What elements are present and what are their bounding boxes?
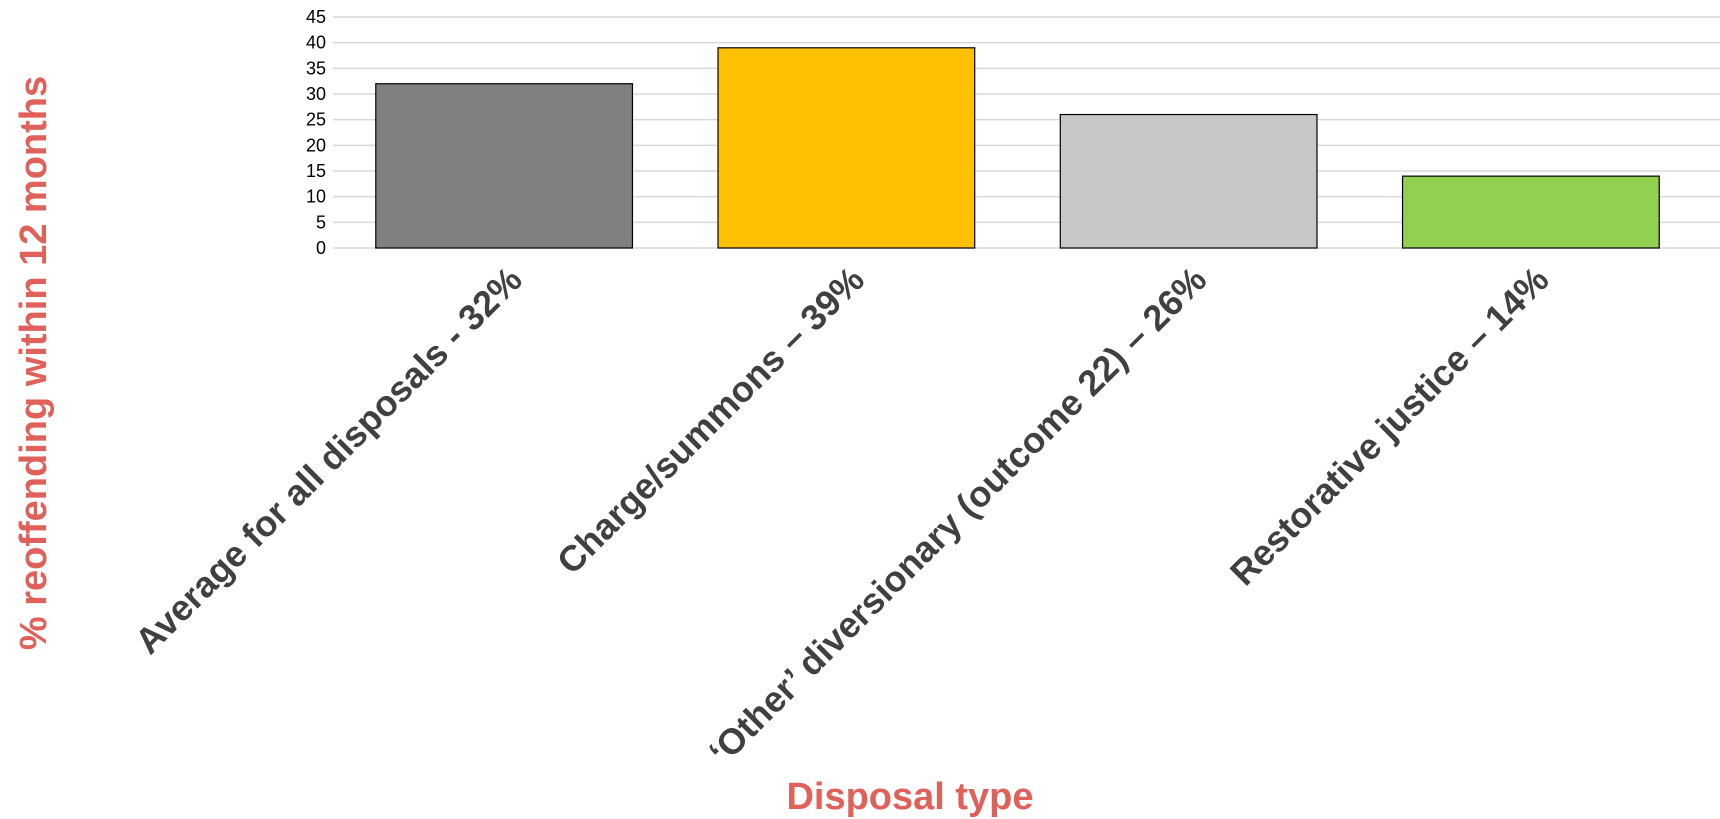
y-tick-label: 5 [316, 212, 326, 232]
x-axis-title: Disposal type [786, 776, 1033, 818]
y-tick-label: 35 [306, 58, 326, 78]
y-axis-ticks: 0 5 10 15 20 25 30 35 40 45 [306, 7, 326, 258]
y-tick-label: 0 [316, 238, 326, 258]
y-tick-label: 40 [306, 33, 326, 53]
category-labels: Average for all disposals - 32% Charge/su… [127, 259, 1557, 773]
y-tick-label: 45 [306, 7, 326, 27]
y-tick-label: 25 [306, 110, 326, 130]
bar-3 [1059, 113, 1318, 249]
category-label: Restorative justice – 14% [1222, 259, 1557, 594]
bar-2 [717, 47, 976, 249]
y-tick-label: 30 [306, 84, 326, 104]
category-label: Average for all disposals - 32% [127, 259, 530, 662]
bar-1 [375, 83, 634, 249]
bar-4 [1401, 175, 1660, 249]
y-tick-label: 15 [306, 161, 326, 181]
y-tick-label: 10 [306, 187, 326, 207]
category-label: Charge/summons – 39% [549, 259, 872, 582]
y-axis-title: % reoffending within 12 months [13, 76, 55, 650]
y-tick-label: 20 [306, 135, 326, 155]
bars [375, 47, 1660, 249]
